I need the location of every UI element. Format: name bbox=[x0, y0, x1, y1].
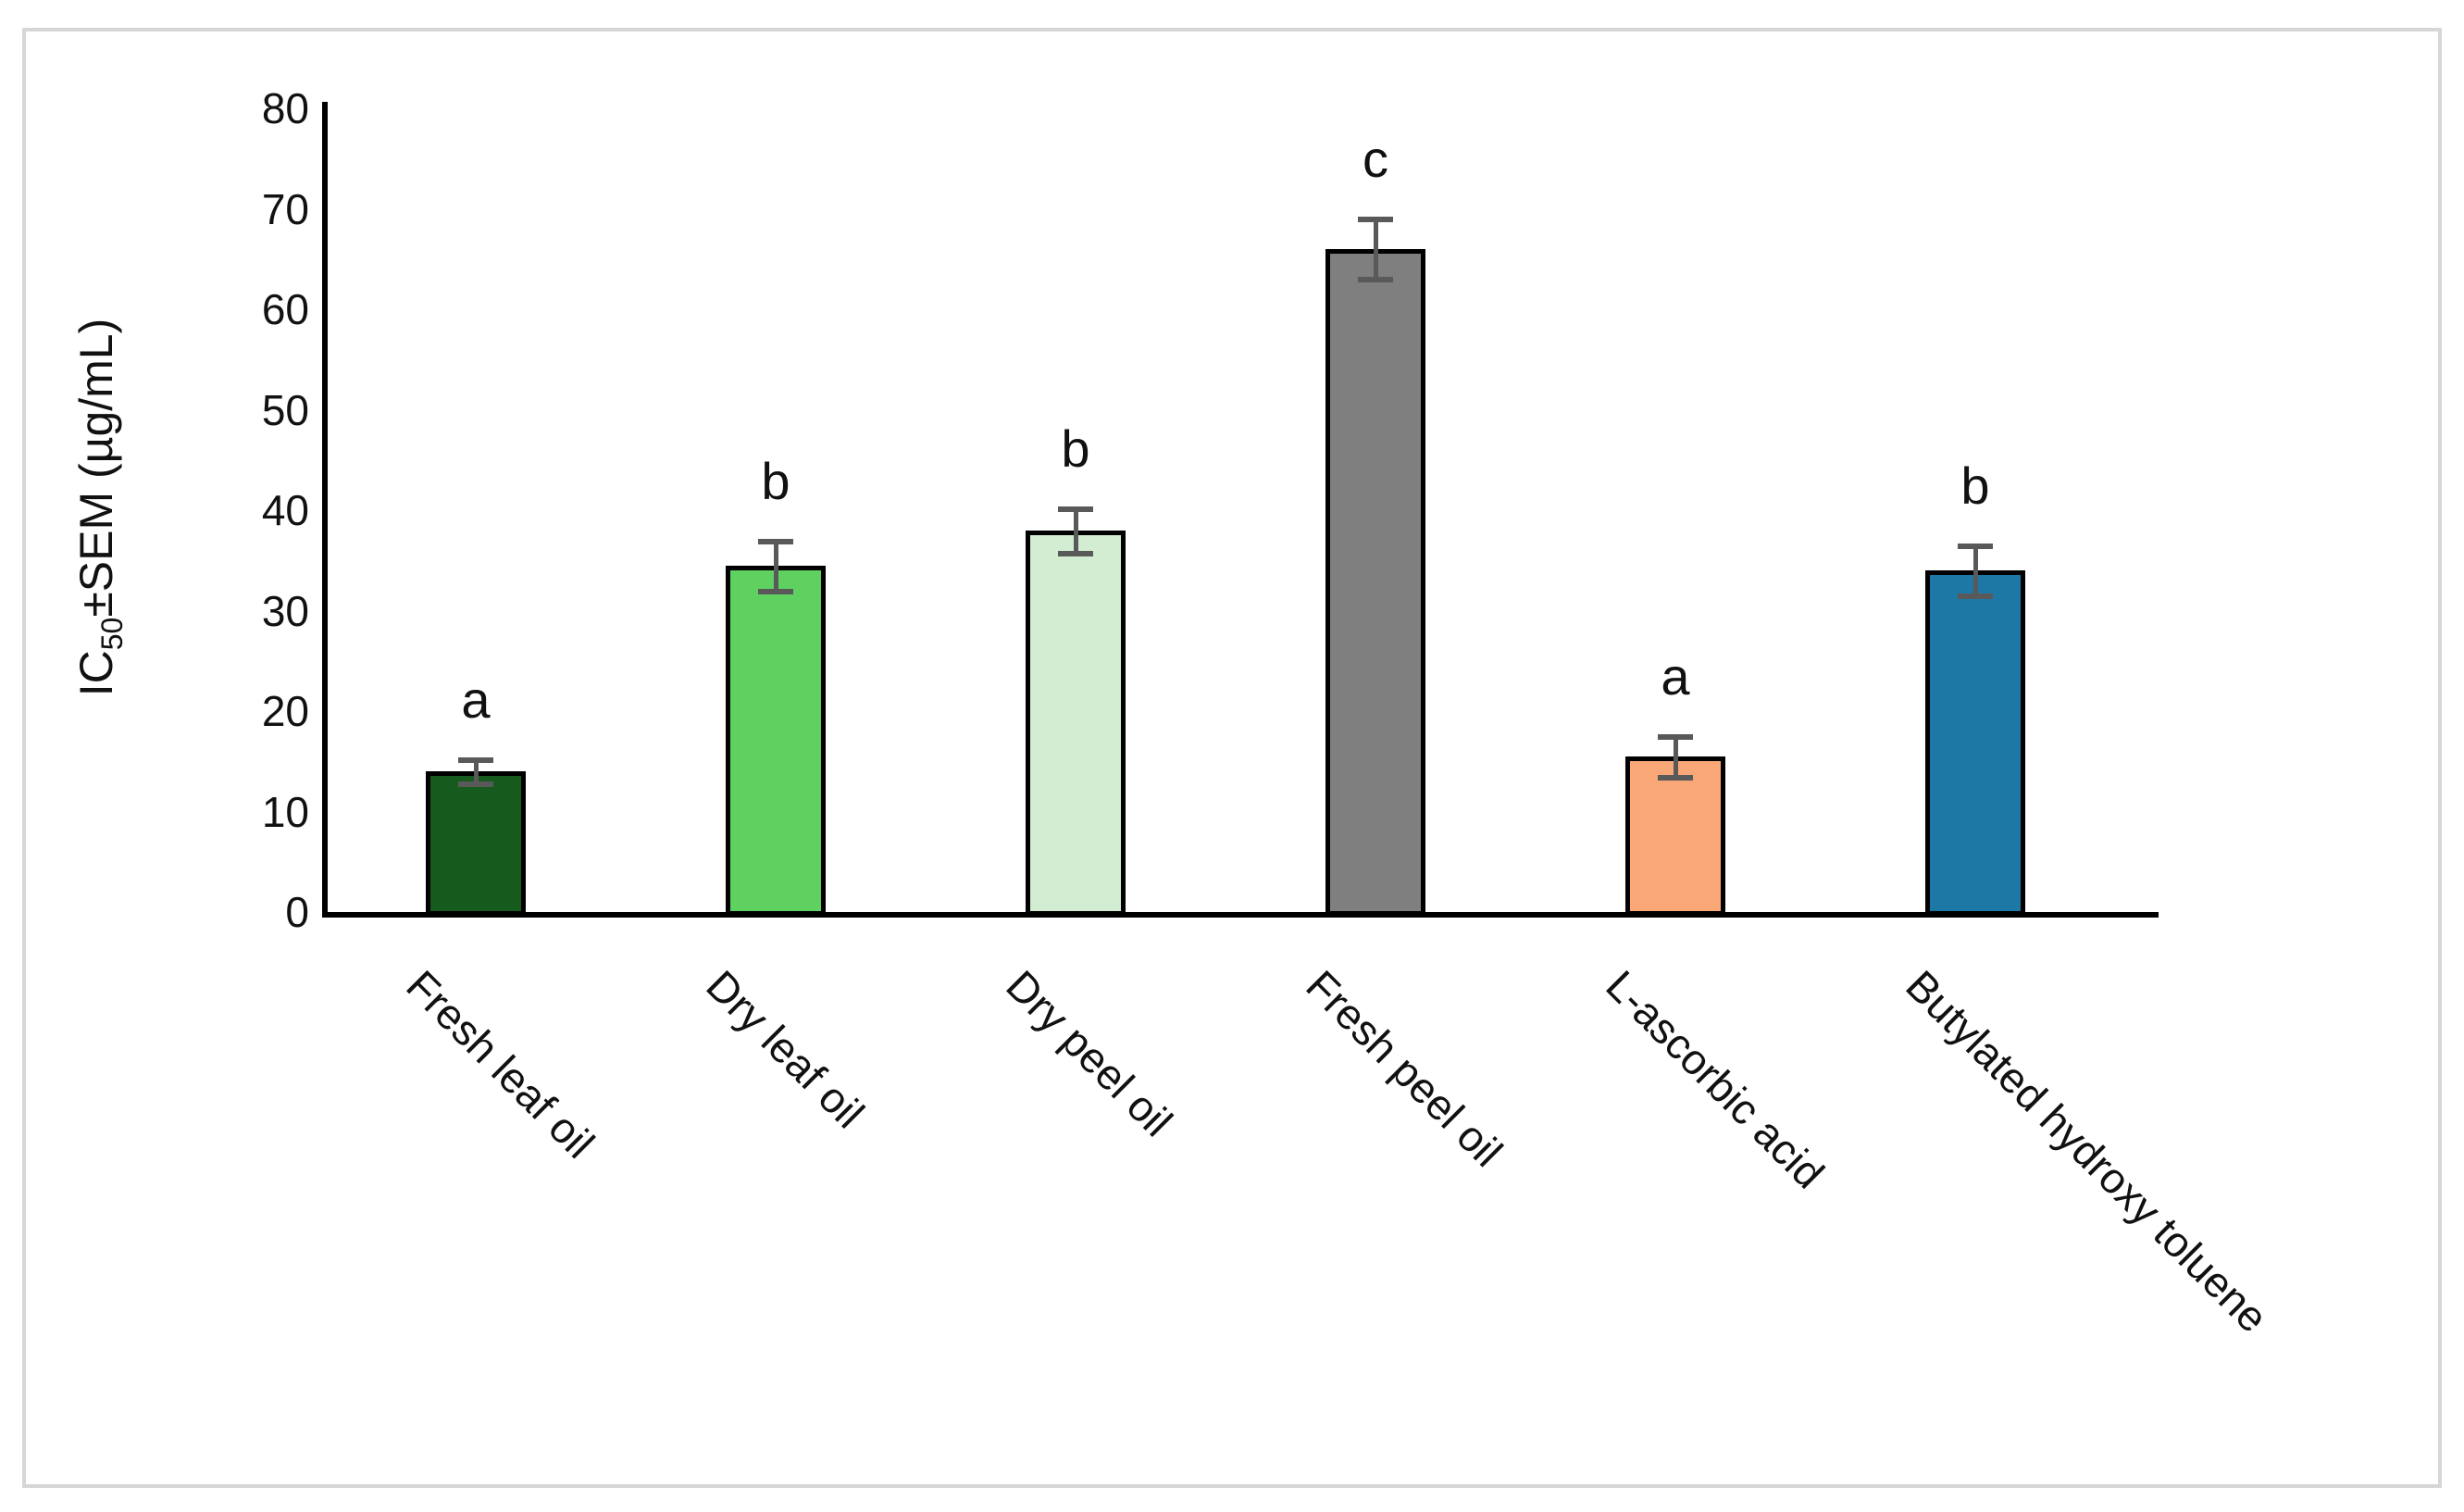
bar-fresh-peel-oil bbox=[1325, 248, 1425, 916]
bar-l-ascorbic-acid bbox=[1625, 756, 1725, 916]
y-axis-tick-label: 30 bbox=[261, 586, 309, 635]
y-axis-line bbox=[322, 102, 328, 917]
error-bar bbox=[1673, 736, 1678, 777]
x-axis-line bbox=[322, 912, 2159, 918]
y-axis-title-subscript: 50 bbox=[95, 617, 129, 651]
error-bar bbox=[458, 781, 493, 788]
y-axis-tick-label: 20 bbox=[261, 687, 309, 735]
error-bar bbox=[458, 757, 493, 764]
error-bar bbox=[758, 538, 793, 544]
error-bar bbox=[1658, 774, 1693, 781]
bar-butylated-hydroxy-toluene bbox=[1925, 570, 2025, 916]
significance-letter: b bbox=[1960, 456, 1990, 515]
y-axis-tick-label: 60 bbox=[261, 285, 309, 333]
y-axis-tick-label: 40 bbox=[261, 486, 309, 534]
error-bar bbox=[473, 759, 479, 784]
error-bar bbox=[1058, 506, 1093, 512]
y-axis-title: IC50±SEM (µg/mL) bbox=[70, 318, 129, 697]
error-bar bbox=[1358, 217, 1393, 223]
significance-letter: b bbox=[1061, 419, 1090, 478]
error-bar bbox=[1972, 544, 1978, 596]
y-axis-tick-label: 10 bbox=[261, 787, 309, 836]
error-bar bbox=[1958, 543, 1993, 549]
y-axis-title-prefix: IC bbox=[70, 650, 122, 697]
significance-letter: a bbox=[1661, 647, 1690, 706]
error-bar bbox=[1658, 734, 1693, 741]
error-bar bbox=[1073, 507, 1078, 553]
y-axis-title-suffix: ±SEM (µg/mL) bbox=[70, 318, 122, 618]
error-bar bbox=[773, 540, 778, 591]
y-axis-tick-label: 70 bbox=[261, 184, 309, 233]
significance-letter: b bbox=[761, 451, 790, 510]
figure-frame bbox=[22, 28, 2442, 1488]
error-bar bbox=[1358, 277, 1393, 283]
bar-fresh-leaf-oil bbox=[426, 771, 526, 916]
bar-dry-leaf-oil bbox=[726, 565, 826, 916]
y-axis-tick-label: 50 bbox=[261, 385, 309, 434]
significance-letter: c bbox=[1363, 130, 1388, 189]
error-bar bbox=[1058, 550, 1093, 556]
y-axis-tick-label: 0 bbox=[285, 888, 309, 936]
error-bar bbox=[1958, 594, 1993, 600]
y-axis-tick-label: 80 bbox=[261, 84, 309, 132]
error-bar bbox=[1373, 219, 1378, 280]
error-bar bbox=[758, 588, 793, 594]
bar-dry-peel-oil bbox=[1026, 530, 1126, 916]
significance-letter: a bbox=[461, 670, 491, 730]
